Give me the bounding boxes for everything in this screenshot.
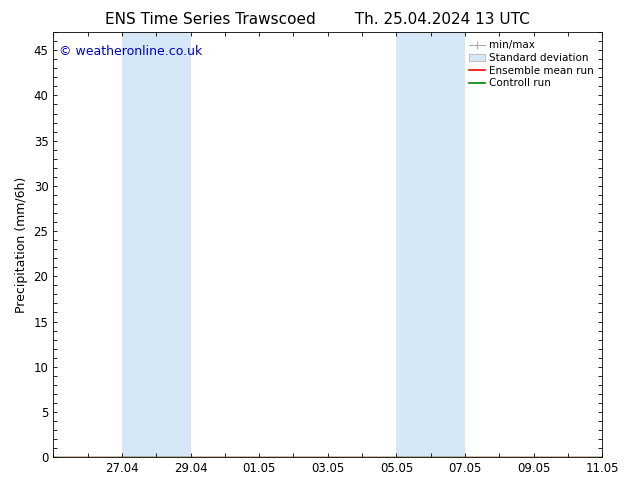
Legend: min/max, Standard deviation, Ensemble mean run, Controll run: min/max, Standard deviation, Ensemble me… (466, 37, 597, 92)
Bar (430, 32, 465, 457)
Text: ENS Time Series Trawscoed        Th. 25.04.2024 13 UTC: ENS Time Series Trawscoed Th. 25.04.2024… (105, 12, 529, 27)
Bar (396, 32, 430, 457)
Bar (122, 32, 156, 457)
Y-axis label: Precipitation (mm/6h): Precipitation (mm/6h) (15, 176, 28, 313)
Text: © weatheronline.co.uk: © weatheronline.co.uk (59, 45, 202, 58)
Bar (602, 32, 634, 457)
Bar (156, 32, 191, 457)
